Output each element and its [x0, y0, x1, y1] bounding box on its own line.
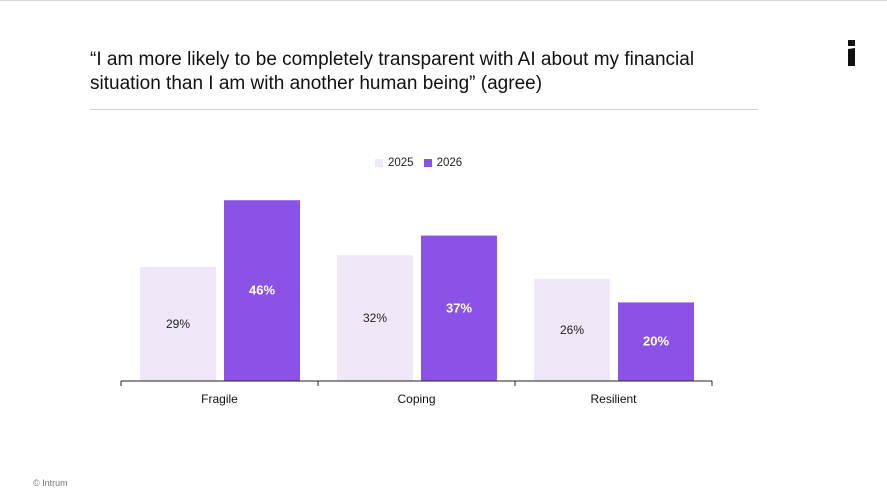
legend-swatch-2025 — [375, 159, 383, 167]
bar-coping-2025 — [337, 255, 413, 381]
bar-coping-2026 — [421, 235, 497, 381]
category-label-coping: Coping — [397, 392, 435, 406]
chart-legend: 2025 2026 — [375, 156, 472, 170]
bar-fragile-2025 — [140, 267, 216, 381]
chart-title: “I am more likely to be completely trans… — [90, 49, 695, 94]
legend-swatch-2026 — [423, 159, 432, 167]
legend-label-2025: 2025 — [388, 157, 414, 169]
top-rule — [0, 0, 887, 1]
legend-item-2026: 2026 — [423, 157, 463, 169]
legend-label-2026: 2026 — [436, 157, 463, 169]
data-label-coping-2025: 32% — [363, 311, 387, 325]
category-label-resilient: Resilient — [590, 392, 637, 406]
data-label-fragile-2025: 29% — [166, 317, 190, 331]
bar-fragile-2026 — [224, 200, 300, 381]
category-label-fragile: Fragile — [201, 392, 238, 406]
data-label-coping-2026: 37% — [446, 300, 472, 315]
title-divider — [90, 109, 758, 110]
legend-item-2025: 2025 — [375, 157, 414, 169]
copyright-footer: © Intrum — [33, 478, 68, 488]
bar-resilient-2025 — [534, 278, 610, 381]
data-label-fragile-2026: 46% — [249, 283, 275, 298]
data-label-resilient-2025: 26% — [560, 323, 584, 337]
data-label-resilient-2026: 20% — [643, 334, 669, 349]
bar-resilient-2026 — [618, 302, 694, 381]
intrum-logo-icon — [848, 40, 855, 66]
